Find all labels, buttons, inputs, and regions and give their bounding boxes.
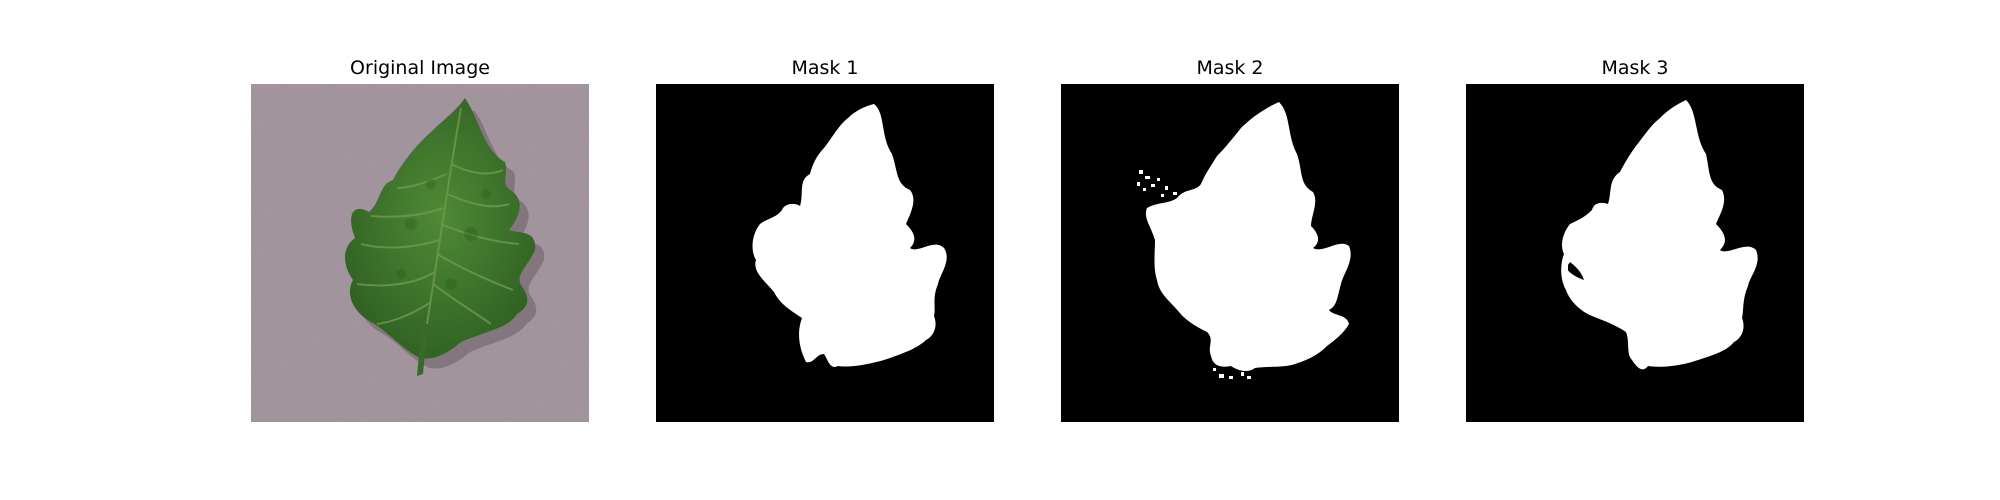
original-image-panel <box>251 84 589 422</box>
mask-1-region <box>752 104 947 367</box>
leaf-veins <box>356 107 520 325</box>
leaf-photo <box>251 84 589 422</box>
leaf-texture <box>396 179 491 290</box>
panel-title-mask-1: Mask 1 <box>791 57 859 79</box>
mask-3-panel <box>1466 84 1804 422</box>
mask-1-image <box>656 84 994 422</box>
mask-3-hole <box>1566 262 1584 280</box>
panel-title-mask-2: Mask 2 <box>1196 57 1264 79</box>
mask-2-image <box>1061 84 1399 422</box>
mask-3-fragment <box>1562 264 1568 272</box>
mask-2-panel <box>1061 84 1399 422</box>
mask-3-region <box>1561 100 1758 370</box>
mask-1-panel <box>656 84 994 422</box>
mask-3-image <box>1466 84 1804 422</box>
leaf-stem <box>417 314 429 376</box>
panel-title-mask-3: Mask 3 <box>1601 57 1669 79</box>
panel-title-original-image: Original Image <box>350 57 490 79</box>
mask-2-region <box>1145 102 1351 372</box>
leaf-blade <box>345 98 536 359</box>
mask-2-noise <box>1137 170 1251 379</box>
